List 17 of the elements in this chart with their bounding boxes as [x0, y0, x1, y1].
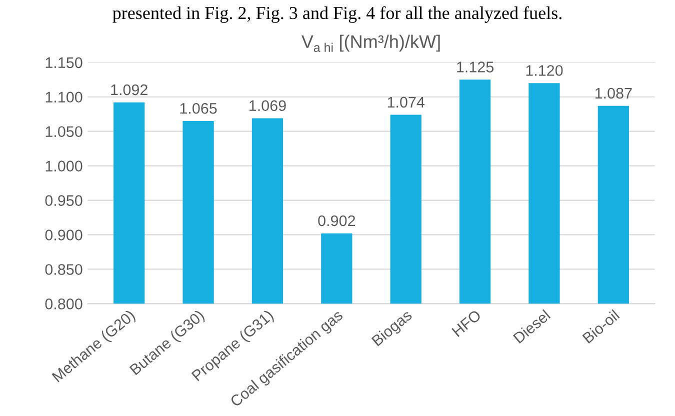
y-tick-label: 0.850: [45, 264, 82, 275]
data-label: 1.125: [457, 62, 494, 72]
y-tick-label: 0.950: [45, 195, 82, 206]
y-tick-label: 1.100: [46, 92, 82, 103]
data-label: 1.087: [595, 88, 632, 99]
y-tick-label: 1.000: [46, 160, 82, 172]
y-tick-label: 1.050: [46, 126, 82, 138]
data-label: 1.069: [250, 100, 286, 112]
text: presented in Fig. 2, Fig. 3 and Fig. 4 for all the analyzed fuels.: [112, 6, 562, 23]
data-label: 1.120: [526, 65, 563, 76]
data-label: 0.902: [318, 215, 356, 226]
data-label: 1.065: [180, 102, 217, 114]
data-label: 1.092: [111, 84, 148, 96]
y-tick-label: 0.900: [45, 230, 82, 240]
y-tick-label: 0.800: [45, 298, 82, 310]
y-tick-label: 1.150: [46, 57, 82, 68]
data-label: 1.074: [388, 96, 425, 108]
